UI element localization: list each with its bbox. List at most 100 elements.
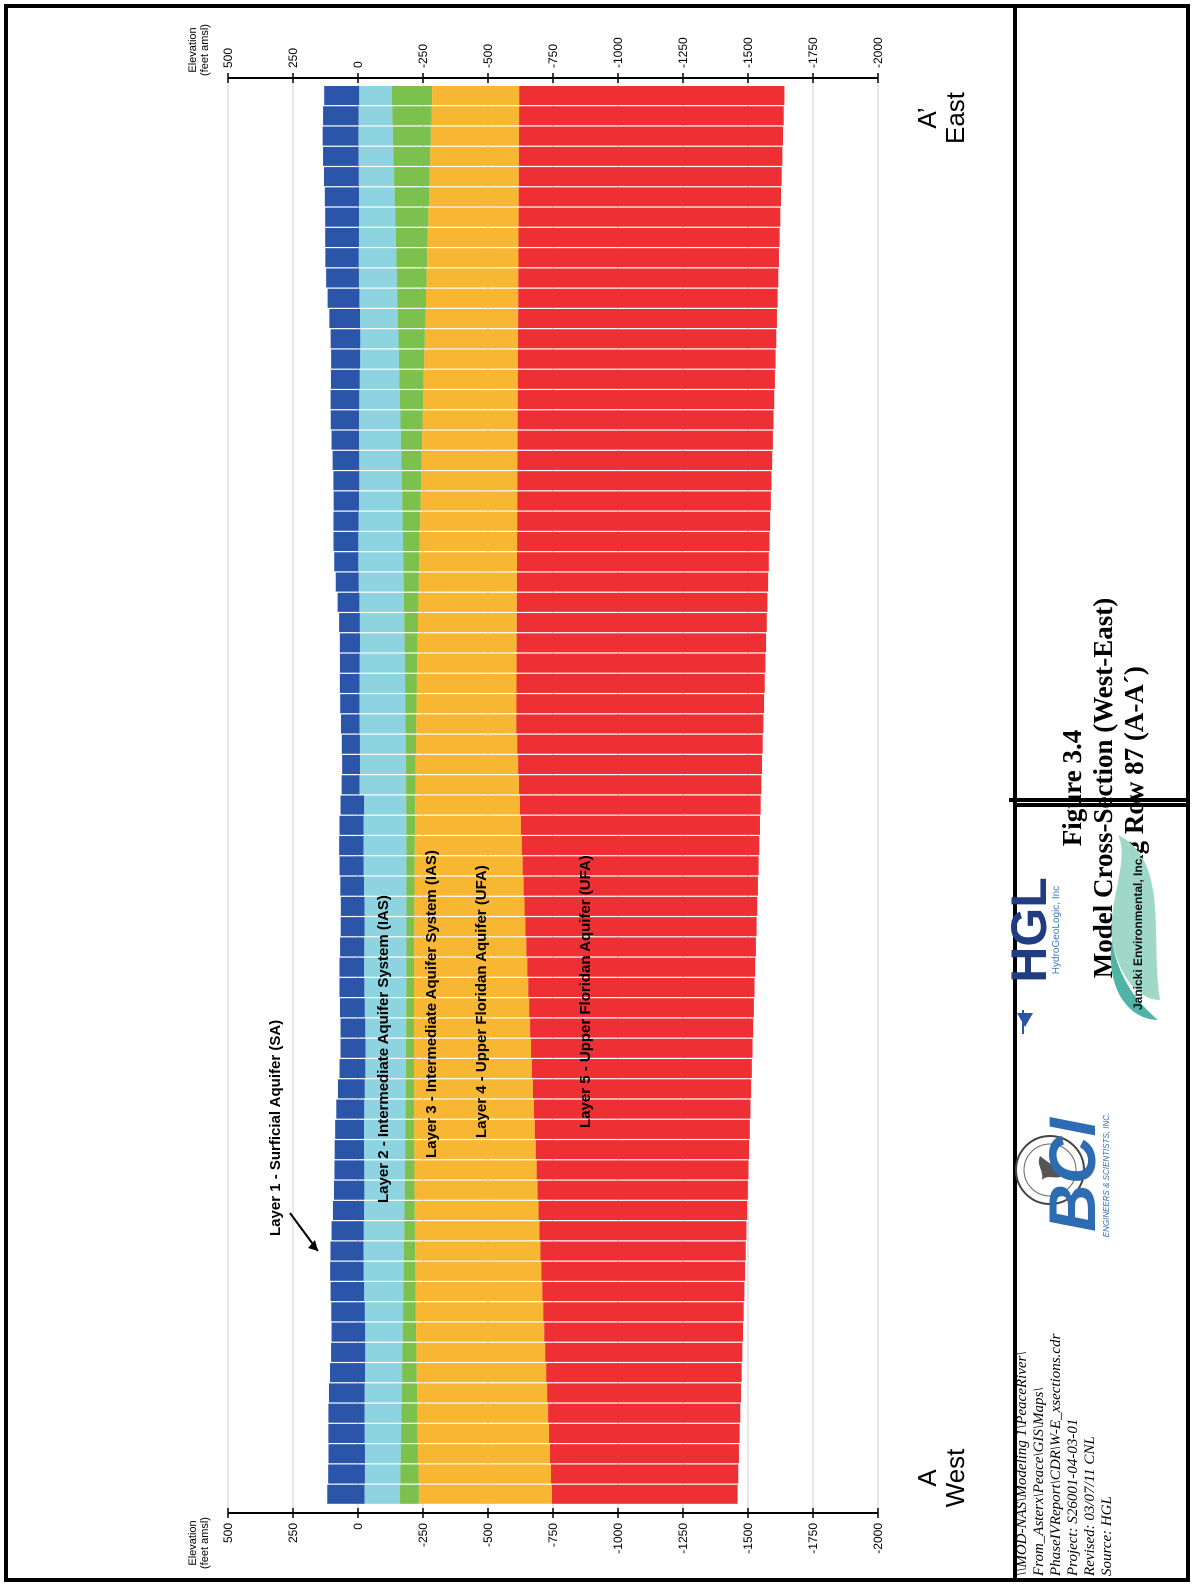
layer-cell xyxy=(339,613,360,633)
layer-cell xyxy=(358,511,403,531)
layer-cell xyxy=(425,308,519,329)
layer-cell xyxy=(414,977,529,998)
layer-cell xyxy=(358,146,394,166)
layer-cell xyxy=(406,977,415,998)
layer-cell xyxy=(521,836,760,856)
figure-number: Figure 3.4 xyxy=(1057,729,1087,847)
layer-cell xyxy=(516,673,765,693)
layer-cell xyxy=(364,957,407,977)
layer-cell xyxy=(406,775,416,795)
layer-cell xyxy=(404,613,419,633)
layer-cell xyxy=(334,552,359,572)
layer-cell xyxy=(525,917,757,937)
layer-cell xyxy=(427,227,519,247)
layer-cell xyxy=(358,126,393,146)
layer-cell xyxy=(414,917,526,937)
layer-cell xyxy=(420,491,518,511)
layer-cell xyxy=(330,390,360,410)
layer-cell xyxy=(415,1261,542,1281)
axis-tick-label: -500 xyxy=(481,44,495,68)
layer-cell xyxy=(402,511,421,531)
axis-tick-label: -1250 xyxy=(676,37,690,68)
layer-cell xyxy=(418,1484,552,1504)
axis-tick-label: -2000 xyxy=(871,1523,885,1554)
layer-cell xyxy=(517,430,773,450)
layer-label: Layer 1 - Surficial Aquifer (SA) xyxy=(267,1020,284,1236)
layer-cell xyxy=(340,876,365,896)
layer-cell xyxy=(518,288,778,308)
layer-cell xyxy=(405,1059,415,1079)
layer-cell xyxy=(333,511,359,531)
layer-cell xyxy=(359,369,400,389)
layer-cell xyxy=(359,633,405,653)
layer-cell xyxy=(364,1383,402,1403)
layer-cell xyxy=(358,227,396,247)
layer-cell xyxy=(405,673,417,693)
layer-cell xyxy=(323,106,359,126)
layer-cell xyxy=(528,977,755,998)
figure-title-line: Model Cross-Section (West-East) xyxy=(1088,597,1118,979)
layer-cell xyxy=(550,1444,739,1464)
layer-cell xyxy=(529,998,754,1018)
layer-cell xyxy=(364,1079,406,1099)
layer-cell xyxy=(431,106,520,126)
layer-cell xyxy=(516,592,768,612)
layer-cell xyxy=(417,1403,549,1423)
layer-cell xyxy=(339,957,365,977)
layer-cell xyxy=(534,1119,750,1139)
layer-cell xyxy=(359,86,392,106)
layer-cell xyxy=(432,86,520,106)
layer-cell xyxy=(539,1221,747,1241)
layer-cell xyxy=(414,1180,538,1200)
layer-cell xyxy=(364,876,407,896)
layer-cell xyxy=(340,714,360,734)
layer-cell xyxy=(418,613,517,633)
layer-cell xyxy=(340,795,365,815)
layer-cell xyxy=(406,795,416,815)
layer-cell xyxy=(519,126,784,146)
layer-cell xyxy=(404,1221,415,1241)
layer-cell xyxy=(403,1261,416,1281)
layer-cell xyxy=(365,1038,407,1058)
layer-cell xyxy=(516,714,764,734)
layer-cell xyxy=(404,1160,415,1180)
layer-cell xyxy=(359,430,401,450)
axis-title-units: (feet amsl) xyxy=(199,1517,211,1569)
layer-cell xyxy=(423,369,518,389)
layer-cell xyxy=(393,146,431,166)
layer-cell xyxy=(339,1059,366,1079)
layer-cell xyxy=(544,1322,744,1342)
layer-cell xyxy=(430,126,520,146)
layer-cell xyxy=(339,815,364,835)
layer-cell xyxy=(551,1484,738,1504)
layer-cell xyxy=(406,856,415,876)
layer-cell xyxy=(415,734,518,754)
layer-cell xyxy=(516,653,766,673)
layer-cell xyxy=(332,1200,365,1220)
layer-cell xyxy=(543,1302,744,1322)
layer-cell xyxy=(358,572,404,592)
layer-cell xyxy=(517,734,763,754)
layer-cell xyxy=(337,592,360,612)
axis-tick-label: 250 xyxy=(286,1523,300,1543)
layer-cell xyxy=(518,227,780,247)
layer-cell xyxy=(518,167,782,187)
layer-cell xyxy=(358,531,403,552)
axis-tick-label: -750 xyxy=(546,44,560,68)
layer-cell xyxy=(540,1241,746,1261)
layer-cell xyxy=(421,471,518,491)
layer-cell xyxy=(417,1423,550,1443)
layer-cell xyxy=(363,856,407,876)
layer-cell xyxy=(328,1444,365,1464)
layer-cell xyxy=(340,937,365,957)
layer-cell xyxy=(532,1079,752,1099)
layer-cell xyxy=(331,1302,365,1322)
layer-cell xyxy=(399,349,425,369)
layer-cell xyxy=(322,126,359,146)
layer-cell xyxy=(424,329,519,349)
layer-cell xyxy=(403,1302,416,1322)
layer-cell xyxy=(429,187,519,207)
layer-cell xyxy=(364,1119,406,1139)
layer-cell xyxy=(401,471,422,491)
layer-cell xyxy=(414,1119,535,1139)
